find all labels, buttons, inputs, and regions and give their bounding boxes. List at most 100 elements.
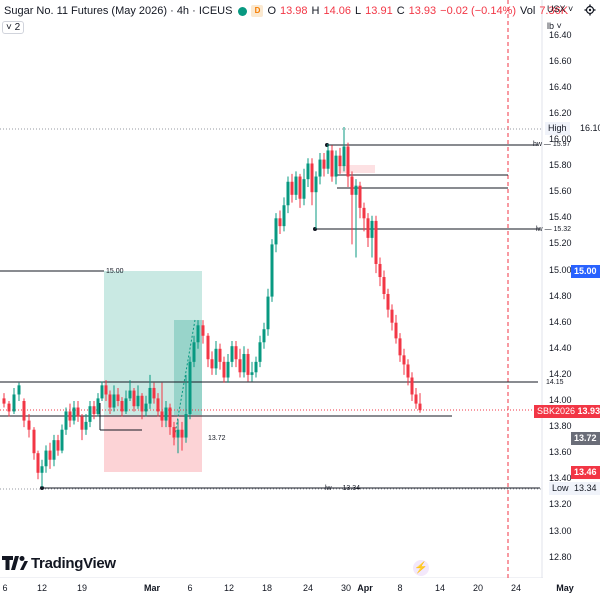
price-chart[interactable]: [0, 0, 543, 578]
candle-body: [390, 309, 394, 323]
candle-body: [88, 406, 92, 422]
box-top-tag: 15.00: [106, 268, 124, 275]
candle-body: [180, 429, 184, 438]
candle-body: [270, 244, 274, 297]
market-open-icon: [238, 6, 248, 16]
candle-body: [386, 293, 390, 310]
time-tick: 12: [223, 583, 235, 593]
candle-body: [64, 411, 68, 430]
candle-body: [172, 427, 176, 438]
unit-selector[interactable]: lb ˅: [547, 21, 562, 31]
time-tick: May: [556, 583, 574, 593]
price-tick: 14.60: [549, 316, 572, 327]
price-tick: 16.20: [549, 107, 572, 118]
candle-body: [152, 387, 156, 399]
price-tick: 14.20: [549, 368, 572, 379]
candle-body: [242, 354, 246, 373]
currency-selector[interactable]: USX ˅: [547, 4, 574, 14]
candle-body: [52, 440, 56, 460]
box-bottom-label: 13.72: [571, 432, 600, 445]
candle-body: [100, 385, 104, 399]
candle-body: [366, 218, 370, 238]
candle-body: [262, 329, 266, 343]
time-axis[interactable]: 6 12 19 Mar 6 12 18 24 30 Apr 8 14 20 24 May: [0, 578, 600, 600]
candle-body: [258, 342, 262, 362]
settings-gear-icon[interactable]: [584, 4, 596, 16]
candle-body: [56, 440, 60, 451]
price-tick: 15.60: [549, 186, 572, 197]
candle-body: [60, 429, 64, 451]
candle-body: [156, 398, 160, 412]
candle-body: [201, 325, 205, 336]
candle-body: [254, 361, 258, 373]
candle-body: [266, 296, 270, 330]
time-tick: 30: [340, 583, 352, 593]
line-1415-tag: 14.15: [546, 379, 564, 386]
candle-body: [374, 220, 378, 264]
tradingview-logo-icon: [2, 556, 28, 570]
time-tick: 6: [187, 583, 193, 593]
candle-body: [92, 406, 96, 415]
candle-body: [314, 176, 318, 193]
lw-tag: lw — 15.32: [536, 226, 572, 233]
candle-body: [206, 335, 210, 360]
candle-body: [120, 401, 124, 412]
small-zone: [338, 165, 375, 173]
candle-body: [318, 159, 322, 177]
candle-body: [250, 372, 254, 375]
candle-body: [144, 403, 148, 412]
candle-body: [116, 394, 120, 401]
candle-body: [168, 407, 172, 428]
delayed-badge: D: [251, 5, 264, 17]
candle-body: [302, 179, 306, 199]
candle-body: [72, 407, 76, 421]
time-tick: 6: [2, 583, 8, 593]
candle-body: [226, 361, 230, 378]
candle-body: [2, 398, 6, 404]
price-axis[interactable]: USX ˅ lb ˅ 16.60 16.40 16.20 16.00 15.80 15.6…: [534, 0, 600, 578]
candle-body: [192, 342, 196, 362]
candle-body: [322, 159, 326, 169]
price-tick: 16.40: [549, 30, 572, 40]
candle-body: [160, 411, 164, 421]
time-tick: 8: [397, 583, 403, 593]
price-tick: 16.40: [549, 81, 572, 92]
tradingview-logo[interactable]: TradingView: [2, 551, 116, 575]
candle-body: [176, 429, 180, 438]
price-tick: 13.20: [549, 499, 572, 510]
candle-body: [418, 403, 422, 411]
candle-body: [414, 394, 418, 404]
price-tick: 15.00: [549, 264, 572, 275]
candle-body: [108, 394, 112, 408]
candle-body: [148, 387, 152, 404]
candle-body: [342, 146, 346, 167]
symbol-title[interactable]: Sugar No. 11 Futures (May 2026) · 4h · I…: [4, 5, 233, 17]
chart-header: Sugar No. 11 Futures (May 2026) · 4h · I…: [2, 5, 569, 34]
candle-body: [184, 414, 188, 438]
candle-body: [136, 395, 140, 407]
candle-body: [196, 325, 200, 343]
candle-body: [350, 176, 354, 195]
time-tick: 19: [76, 583, 88, 593]
price-tick: 16.00: [549, 134, 572, 144]
candle-body: [398, 338, 402, 356]
candle-body: [96, 398, 100, 415]
time-tick: 20: [472, 583, 484, 593]
candle-body: [362, 207, 366, 219]
lw-low-tag: lw — 13.34: [325, 485, 361, 492]
candle-body: [12, 394, 16, 412]
candle-body: [306, 163, 310, 180]
candle-body: [44, 450, 48, 467]
candle-body: [188, 361, 192, 415]
price-tick: 14.40: [549, 342, 572, 353]
lightning-icon[interactable]: ⚡: [413, 560, 429, 576]
candle-body: [290, 181, 294, 195]
candle-body: [334, 155, 338, 177]
low-price-label: 13.34: [571, 482, 600, 495]
candle-body: [402, 355, 406, 365]
candle-body: [80, 416, 84, 430]
candle-body: [218, 348, 222, 362]
time-tick: Apr: [357, 583, 373, 593]
price-tick: 15.20: [549, 238, 572, 249]
indicators-collapse-button[interactable]: ˅ 2: [2, 21, 25, 34]
